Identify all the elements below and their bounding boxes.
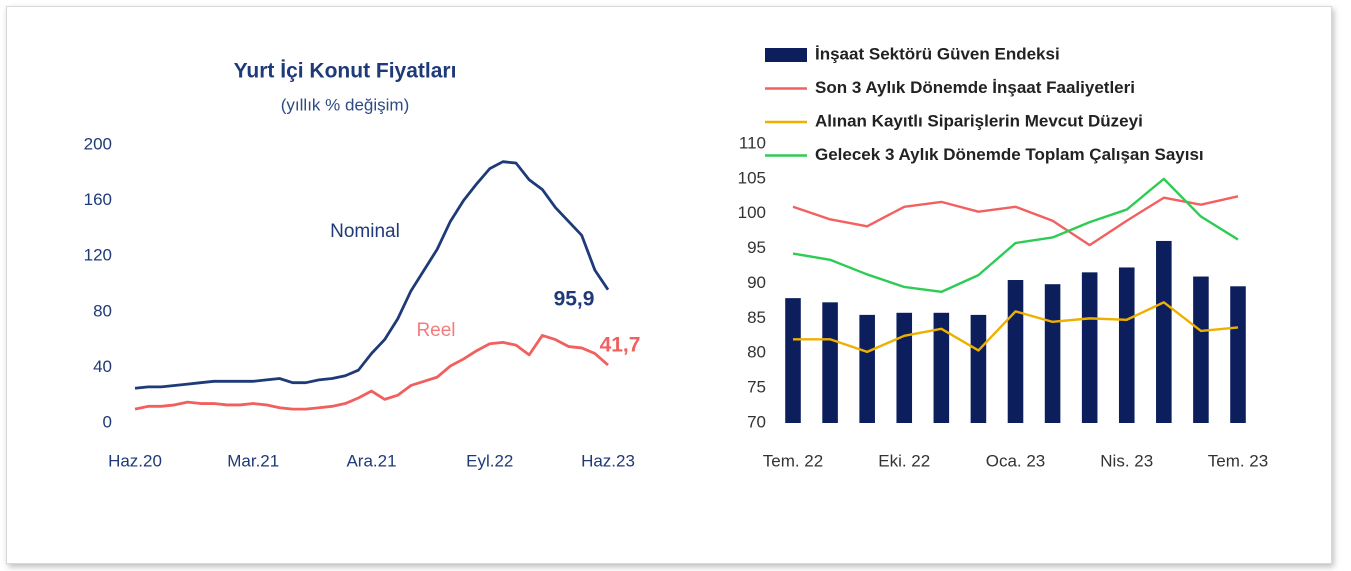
x-tick-label: Haz.20 xyxy=(108,451,162,470)
legend-label: Alınan Kayıtlı Siparişlerin Mevcut Düzey… xyxy=(815,111,1143,130)
y-tick-label: 75 xyxy=(747,378,766,397)
bar xyxy=(859,314,875,423)
bar xyxy=(1230,286,1246,423)
y-tick-label: 80 xyxy=(93,301,112,320)
frame xyxy=(6,6,1332,564)
chart-subtitle: (yıllık % değişim) xyxy=(281,95,409,114)
y-tick-label: 0 xyxy=(103,412,112,431)
line xyxy=(134,334,609,411)
line xyxy=(792,195,1239,247)
line xyxy=(793,301,1239,354)
legend-label: İnşaat Sektörü Güven Endeksi xyxy=(815,44,1060,63)
y-tick-label: 105 xyxy=(738,168,766,187)
bar xyxy=(1007,280,1024,423)
y-tick-label: 100 xyxy=(738,203,766,222)
bar xyxy=(1193,276,1209,423)
bar xyxy=(822,302,838,423)
x-tick-label: Eki. 22 xyxy=(878,451,930,470)
legend-swatch xyxy=(765,48,807,62)
x-tick-label: Mar.21 xyxy=(227,451,279,470)
bar xyxy=(785,298,801,423)
bar xyxy=(1156,240,1172,423)
y-tick-label: 90 xyxy=(747,273,766,292)
y-tick-label: 110 xyxy=(739,133,766,152)
x-tick-label: Tem. 23 xyxy=(1208,451,1268,470)
chart-title: Yurt İçi Konut Fiyatları xyxy=(234,60,457,83)
y-tick-label: 160 xyxy=(84,190,112,209)
legend-label: Son 3 Aylık Dönemde İnşaat Faaliyetleri xyxy=(815,78,1135,97)
y-tick-label: 200 xyxy=(84,134,112,153)
x-tick-label: Nis. 23 xyxy=(1100,451,1153,470)
y-tick-label: 70 xyxy=(747,412,766,431)
bar xyxy=(1118,267,1135,423)
bar xyxy=(1044,284,1061,423)
bar xyxy=(970,314,987,423)
y-tick-label: 40 xyxy=(93,357,112,376)
legend-label: Gelecek 3 Aylık Dönemde Toplam Çalışan S… xyxy=(815,145,1204,164)
x-tick-label: Ara.21 xyxy=(346,451,396,470)
y-tick-label: 80 xyxy=(747,343,766,362)
line xyxy=(792,177,1239,294)
y-tick-label: 95 xyxy=(747,238,766,257)
y-tick-label: 120 xyxy=(84,246,112,265)
x-tick-label: Oca. 23 xyxy=(986,451,1046,470)
y-tick-label: 85 xyxy=(747,308,766,327)
x-tick-label: Tem. 22 xyxy=(763,451,823,470)
x-tick-label: Eyl.22 xyxy=(466,451,513,470)
end-value-label: 95,9 xyxy=(554,288,595,311)
x-tick-label: Haz.23 xyxy=(581,451,635,470)
series-label: Nominal xyxy=(330,221,400,242)
bar xyxy=(1081,272,1098,423)
end-value-label: 41,7 xyxy=(600,334,641,357)
series-label: Reel xyxy=(416,320,455,341)
bar xyxy=(933,312,950,423)
line xyxy=(134,160,610,390)
bar xyxy=(896,312,913,423)
